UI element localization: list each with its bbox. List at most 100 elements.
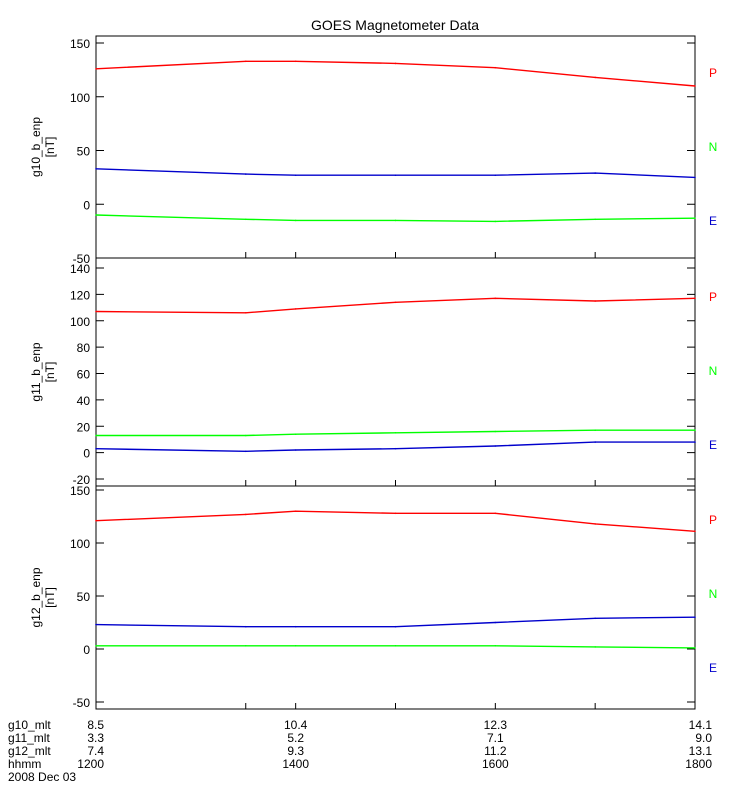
x-row-value: 1800 <box>685 757 712 771</box>
series-point-p <box>494 297 497 300</box>
series-point-e <box>294 174 297 176</box>
series-point-p <box>95 310 97 313</box>
series-point-p <box>245 513 247 516</box>
series-point-n <box>494 220 497 223</box>
series-label-p: P <box>709 513 717 527</box>
series-point-p <box>594 300 596 302</box>
series-point-e <box>95 623 97 626</box>
panel-2: -20 0 20 40 60 80 100 120 140 g11_b_enp [nT] P N E <box>29 257 717 487</box>
series-point-e <box>594 172 596 174</box>
series-label-e: E <box>709 214 717 228</box>
series-line-p <box>95 60 696 87</box>
series-point-n <box>95 214 97 216</box>
y-axis-unit: [nT] <box>43 362 57 383</box>
series-point-n <box>694 429 696 432</box>
series-point-p <box>245 312 247 314</box>
series-line-e <box>95 441 695 453</box>
series-point-n <box>245 645 247 647</box>
series-point-n <box>494 645 497 647</box>
x-axis-table: g10_mlt 8.5 10.4 12.3 14.1 g11_mlt 3.3 5.2 7.1 9.… <box>8 718 712 784</box>
y-tick-label: 150 <box>70 37 90 51</box>
panel-frame <box>95 257 696 487</box>
series-point-n <box>394 645 397 647</box>
x-row-value: 10.4 <box>284 718 308 732</box>
date-label: 2008 Dec 03 <box>8 770 76 784</box>
x-row-value: 1400 <box>282 757 309 771</box>
series-label-p: P <box>709 290 717 304</box>
y-axis-label: g11_b_enp <box>29 342 43 402</box>
series-point-n <box>294 433 297 436</box>
series-point-p <box>394 512 397 515</box>
x-row-value: 7.4 <box>87 744 104 758</box>
series-point-e <box>245 450 247 453</box>
series-label-p: P <box>709 66 717 80</box>
x-row-value: 7.1 <box>487 731 504 745</box>
y-tick-label: 80 <box>77 341 91 355</box>
series-point-e <box>594 441 596 443</box>
y-tick-label: 50 <box>77 590 91 604</box>
chart-title: GOES Magnetometer Data <box>311 17 479 33</box>
series-point-p <box>694 530 696 533</box>
panel-frame <box>95 35 696 259</box>
series-point-n <box>95 434 97 437</box>
series-point-p <box>95 68 97 70</box>
series-point-e <box>694 176 696 179</box>
x-row-value: 9.3 <box>287 744 304 758</box>
x-row-label: g12_mlt <box>8 744 51 758</box>
x-row-value: 1200 <box>77 757 104 771</box>
x-row-label: g11_mlt <box>8 731 50 745</box>
panel-1: -50 0 50 100 150 g10_b_enp [nT] P N E <box>29 35 717 266</box>
y-tick-label: 40 <box>77 394 91 408</box>
series-point-e <box>494 621 497 624</box>
series-point-e <box>694 616 696 618</box>
series-point-e <box>95 447 97 450</box>
series-line-p <box>95 510 696 532</box>
x-row-value: 14.1 <box>689 718 713 732</box>
y-tick-label: 60 <box>77 368 91 382</box>
y-tick-label: 100 <box>70 91 90 105</box>
series-point-e <box>95 168 97 170</box>
series-point-e <box>594 617 596 620</box>
y-axis-unit: [nT] <box>43 587 57 608</box>
x-row-label: g10_mlt <box>8 718 51 732</box>
series-point-p <box>694 85 696 87</box>
series-point-p <box>294 510 297 512</box>
series-point-n <box>294 219 297 222</box>
series-point-n <box>494 430 497 433</box>
y-tick-label: 150 <box>70 484 90 498</box>
y-axis-label: g10_b_enp <box>29 117 43 177</box>
x-row-value: 8.5 <box>87 718 104 732</box>
series-label-n: N <box>709 587 718 601</box>
y-tick-label: 20 <box>77 420 91 434</box>
series-point-p <box>394 62 397 65</box>
y-axis-label: g12_b_enp <box>29 567 43 627</box>
series-point-e <box>245 625 247 628</box>
series-line-p <box>95 297 696 314</box>
x-row-value: 13.1 <box>689 744 713 758</box>
series-label-e: E <box>709 438 717 452</box>
x-row-value: 3.3 <box>87 731 104 745</box>
panel-3: -50 0 50 100 150 g12_b_enp [nT] P N E <box>29 484 717 710</box>
y-tick-label: 0 <box>83 643 90 657</box>
y-tick-label: 100 <box>70 315 90 329</box>
y-tick-label: -50 <box>73 252 91 266</box>
y-tick-label: 140 <box>70 262 90 276</box>
x-row-value: 1600 <box>482 757 509 771</box>
x-row-value: 9.0 <box>695 731 712 745</box>
series-point-n <box>594 429 596 432</box>
series-point-p <box>95 519 97 522</box>
series-point-e <box>394 447 397 450</box>
x-row-label: hhmm <box>8 757 41 771</box>
y-tick-label: 0 <box>83 198 90 212</box>
series-point-n <box>294 645 297 647</box>
series-line-e <box>95 168 696 179</box>
series-point-p <box>294 308 297 310</box>
series-point-n <box>95 645 97 647</box>
x-row-value: 5.2 <box>287 731 304 745</box>
y-tick-label: -50 <box>73 696 91 710</box>
series-point-n <box>594 218 596 221</box>
series-point-e <box>394 174 397 176</box>
series-point-n <box>394 432 397 434</box>
